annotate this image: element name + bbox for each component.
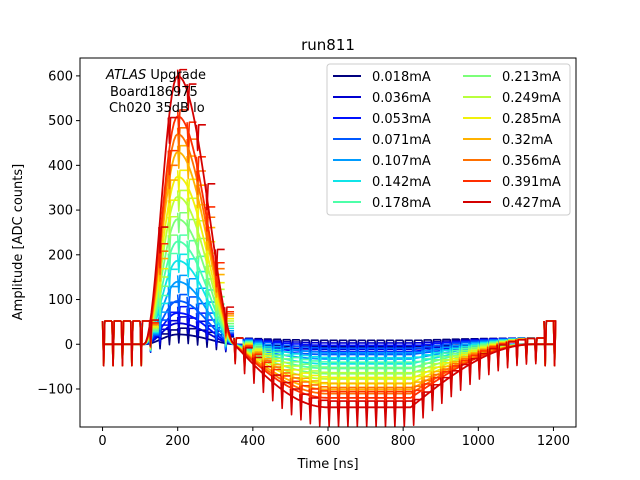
legend-label: 0.053mA [372,112,431,127]
legend-label: 0.018mA [372,70,431,85]
legend-label: 0.427mA [502,196,561,211]
x-tick-label: 1200 [537,434,570,449]
x-tick-label: 0 [98,434,106,449]
board-label: Board186975 [110,85,198,100]
y-tick-label: 300 [48,204,73,219]
legend-label: 0.213mA [502,70,561,85]
y-tick-label: 200 [48,248,73,263]
svg-text:ATLAS Upgrade: ATLAS Upgrade [105,68,206,83]
axis-ticks: 0 200 400 600 800 1000 1200 −100 0 100 200 300 400 50… [37,69,570,449]
x-axis-label: Time [ns] [296,457,358,472]
legend-label: 0.071mA [372,133,431,148]
y-tick-label: 600 [48,69,73,84]
chart-title: run811 [301,36,355,54]
legend-label: 0.285mA [502,112,561,127]
legend-label: 0.249mA [502,91,561,106]
atlas-annotation: ATLAS Upgrade Board186975 Ch020 35dB lo [105,68,206,116]
y-tick-label: −100 [37,382,73,397]
y-axis-label: Amplitude [ADC counts] [11,164,26,320]
atlas-label: ATLAS [105,68,146,83]
legend: 0.018mA 0.036mA 0.053mA 0.071mA 0.107mA 0.142… [326,63,571,216]
legend-label: 0.036mA [372,91,431,106]
series-samples-0.427mA [101,68,557,427]
legend-label: 0.391mA [502,175,561,190]
series-layer [101,68,557,427]
x-tick-label: 200 [165,434,190,449]
y-tick-label: 500 [48,114,73,129]
channel-label: Ch020 35dB lo [109,101,205,116]
y-tick-label: 400 [48,159,73,174]
upgrade-label: Upgrade [146,68,206,83]
x-tick-label: 600 [316,434,341,449]
legend-label: 0.142mA [372,175,431,190]
y-tick-label: 0 [65,338,73,353]
legend-frame [326,63,571,216]
legend-label: 0.178mA [372,196,431,211]
x-tick-label: 400 [240,434,265,449]
x-tick-label: 800 [391,434,416,449]
legend-label: 0.32mA [502,133,553,148]
x-tick-label: 1000 [462,434,495,449]
y-tick-label: 100 [48,293,73,308]
legend-label: 0.356mA [502,154,561,169]
legend-label: 0.107mA [372,154,431,169]
